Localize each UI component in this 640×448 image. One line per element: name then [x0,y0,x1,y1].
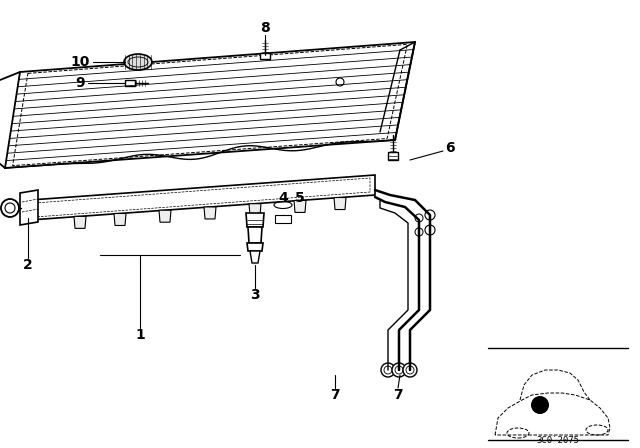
Circle shape [403,363,417,377]
Text: 7: 7 [330,388,340,402]
Ellipse shape [586,425,608,435]
Text: 8: 8 [260,21,270,35]
Polygon shape [159,210,171,222]
Polygon shape [30,175,375,220]
Text: 10: 10 [70,55,90,69]
Polygon shape [247,243,263,251]
Polygon shape [334,198,346,210]
Polygon shape [294,200,306,212]
Text: 6: 6 [445,141,455,155]
Text: 7: 7 [393,388,403,402]
Circle shape [425,225,435,235]
Polygon shape [74,216,86,228]
Text: 3: 3 [250,288,260,302]
Circle shape [425,210,435,220]
Text: 4: 4 [278,191,288,205]
Circle shape [415,214,423,222]
Circle shape [381,363,395,377]
Text: 5: 5 [295,191,305,205]
Polygon shape [249,204,261,215]
Text: 3C0`2075: 3C0`2075 [536,436,579,445]
Polygon shape [246,213,264,227]
Polygon shape [125,80,135,86]
Polygon shape [388,152,398,160]
Text: 2: 2 [23,258,33,272]
Polygon shape [204,207,216,219]
Polygon shape [250,251,260,263]
Polygon shape [248,227,262,243]
Ellipse shape [507,428,529,438]
Circle shape [415,228,423,236]
Circle shape [531,396,549,414]
Polygon shape [114,214,126,225]
Polygon shape [275,215,291,223]
Polygon shape [20,190,38,225]
Circle shape [392,363,406,377]
Text: 9: 9 [75,76,85,90]
Ellipse shape [124,54,152,70]
Polygon shape [260,53,270,59]
Text: 1: 1 [135,328,145,342]
